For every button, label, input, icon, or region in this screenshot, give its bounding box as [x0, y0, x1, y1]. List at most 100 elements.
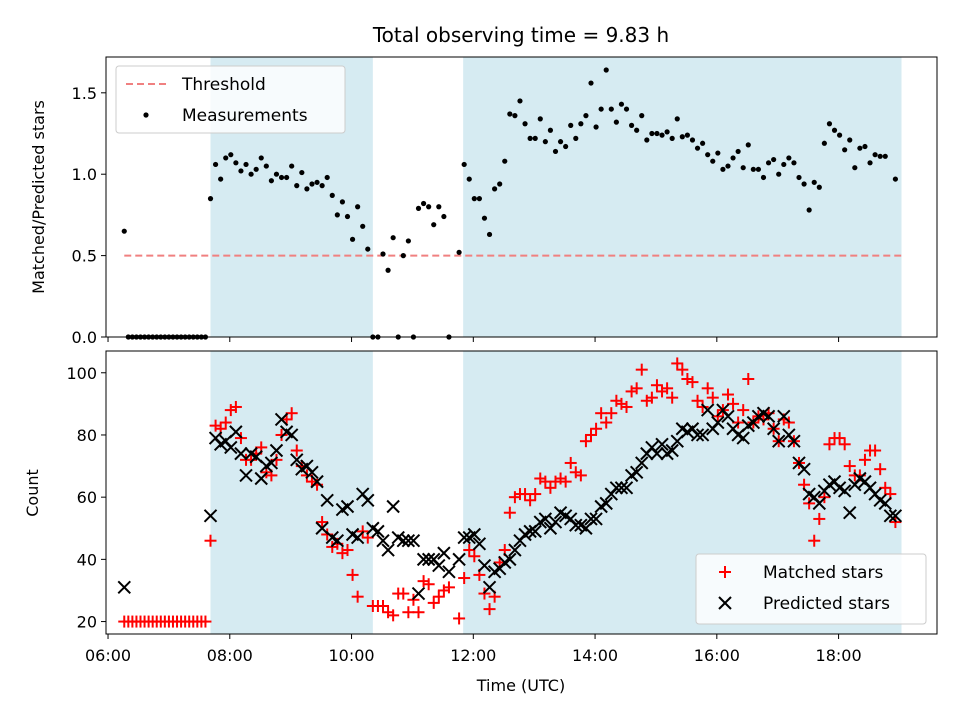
predicted-star-point	[665, 443, 679, 458]
predicted-star-point	[548, 515, 563, 529]
top-axes-frame	[105, 56, 938, 338]
measurement-point	[623, 106, 630, 112]
predicted-star-point	[472, 537, 487, 551]
bottom-x-ticks: 06:00 08:00 10:00 12:00 14:00 16:00 18:00	[85, 634, 862, 665]
matched-star-point	[529, 488, 542, 501]
predicted-star-point	[432, 558, 446, 573]
measurement-point	[542, 139, 548, 145]
predicted-star-point	[396, 533, 411, 548]
measurement-point	[842, 147, 848, 153]
predicted-star-point	[437, 546, 451, 560]
predicted-star-point	[290, 453, 304, 467]
predicted-star-point	[477, 558, 492, 573]
x-axis-label: Time (UTC)	[476, 676, 565, 695]
matched-star-point	[290, 444, 303, 457]
bottom-panel: 20 40 60 80 100 06:00 08:00 10:00 12:00 14:00 16:…	[23, 350, 938, 695]
matched-star-point	[721, 388, 734, 401]
matched-star-point	[427, 596, 440, 609]
measurement-point	[639, 113, 645, 119]
measurement-point	[720, 166, 726, 172]
matched-star-point	[686, 376, 699, 389]
measurement-point	[618, 101, 625, 107]
measurement-point	[380, 251, 386, 257]
legend-predicted-swatch	[718, 596, 732, 610]
measurement-point	[476, 196, 482, 202]
bottom-shaded-span	[210, 351, 373, 634]
bottom-y-tick-label: 20	[77, 613, 97, 632]
measurement-point	[791, 160, 797, 166]
measurement-point	[634, 127, 640, 133]
measurement-point	[238, 168, 244, 174]
measurement-point	[816, 184, 822, 190]
predicted-star-point	[508, 543, 522, 557]
matched-star-point	[397, 587, 410, 600]
predicted-star-point	[203, 509, 218, 523]
measurement-point	[694, 145, 701, 151]
measurement-point	[263, 163, 269, 169]
measurement-point	[867, 160, 873, 166]
measurement-point	[760, 174, 767, 181]
predicted-star-point	[305, 465, 319, 479]
measurement-point	[461, 161, 467, 168]
bottom-y-tick-label: 60	[77, 488, 97, 507]
measurement-point	[355, 204, 361, 210]
matched-star-point	[559, 475, 572, 488]
predicted-star-point	[330, 533, 345, 548]
predicted-star-point	[416, 552, 431, 567]
measurement-point	[654, 130, 660, 137]
predicted-star-point	[888, 509, 903, 523]
measurement-point	[684, 132, 690, 138]
legend-measurements-label: Measurements	[182, 106, 308, 126]
measurement-point	[547, 127, 554, 133]
predicted-star-point	[401, 533, 416, 548]
measurement-point	[557, 139, 564, 145]
predicted-star-point	[695, 428, 710, 442]
predicted-star-point	[569, 518, 583, 532]
predicted-star-point	[361, 493, 375, 507]
measurement-point	[268, 178, 274, 184]
predicted-star-point	[614, 481, 629, 495]
measurement-point	[857, 145, 863, 151]
measurement-point	[689, 137, 696, 143]
matched-star-point	[574, 469, 587, 482]
matched-star-point	[757, 413, 770, 426]
measurement-point	[588, 80, 594, 86]
matched-star-point	[661, 382, 674, 395]
predicted-star-point	[234, 446, 248, 461]
top-legend: Threshold Measurements	[115, 65, 346, 134]
measurement-point	[466, 176, 472, 182]
measurement-point	[644, 137, 650, 143]
top-shaded-span	[463, 57, 902, 337]
predicted-star-point	[787, 434, 801, 448]
measurement-point	[415, 205, 422, 211]
measurement-point	[360, 223, 366, 229]
matched-star-point	[219, 416, 232, 429]
measurement-point	[492, 186, 498, 192]
x-tick-label: 08:00	[207, 646, 253, 665]
bottom-y-axis-label: Count	[23, 469, 42, 517]
predicted-star-point	[711, 415, 725, 430]
predicted-star-point	[736, 431, 750, 445]
measurement-point	[735, 148, 741, 155]
measurement-point	[811, 179, 817, 185]
measurement-point	[593, 124, 599, 130]
matched-star-point	[671, 357, 684, 370]
measurement-point	[486, 231, 493, 238]
measurement-point	[121, 228, 127, 234]
measurement-point	[598, 106, 604, 112]
measurement-point	[507, 111, 513, 117]
matched-star-point	[833, 432, 846, 445]
measurement-point	[700, 140, 706, 146]
matched-star-point	[838, 438, 851, 451]
predicted-star-point	[457, 530, 471, 545]
measurement-point	[471, 196, 477, 202]
predicted-star-point	[777, 409, 791, 424]
measurement-point	[821, 140, 827, 146]
matched-star-point	[524, 494, 537, 507]
measurement-point	[755, 166, 762, 172]
bottom-legend: Matched stars Predicted stars	[695, 553, 927, 625]
matched-star-point	[706, 391, 719, 404]
measurement-point	[258, 155, 264, 161]
predicted-star-point	[837, 484, 852, 498]
predicted-star-point	[599, 496, 613, 511]
